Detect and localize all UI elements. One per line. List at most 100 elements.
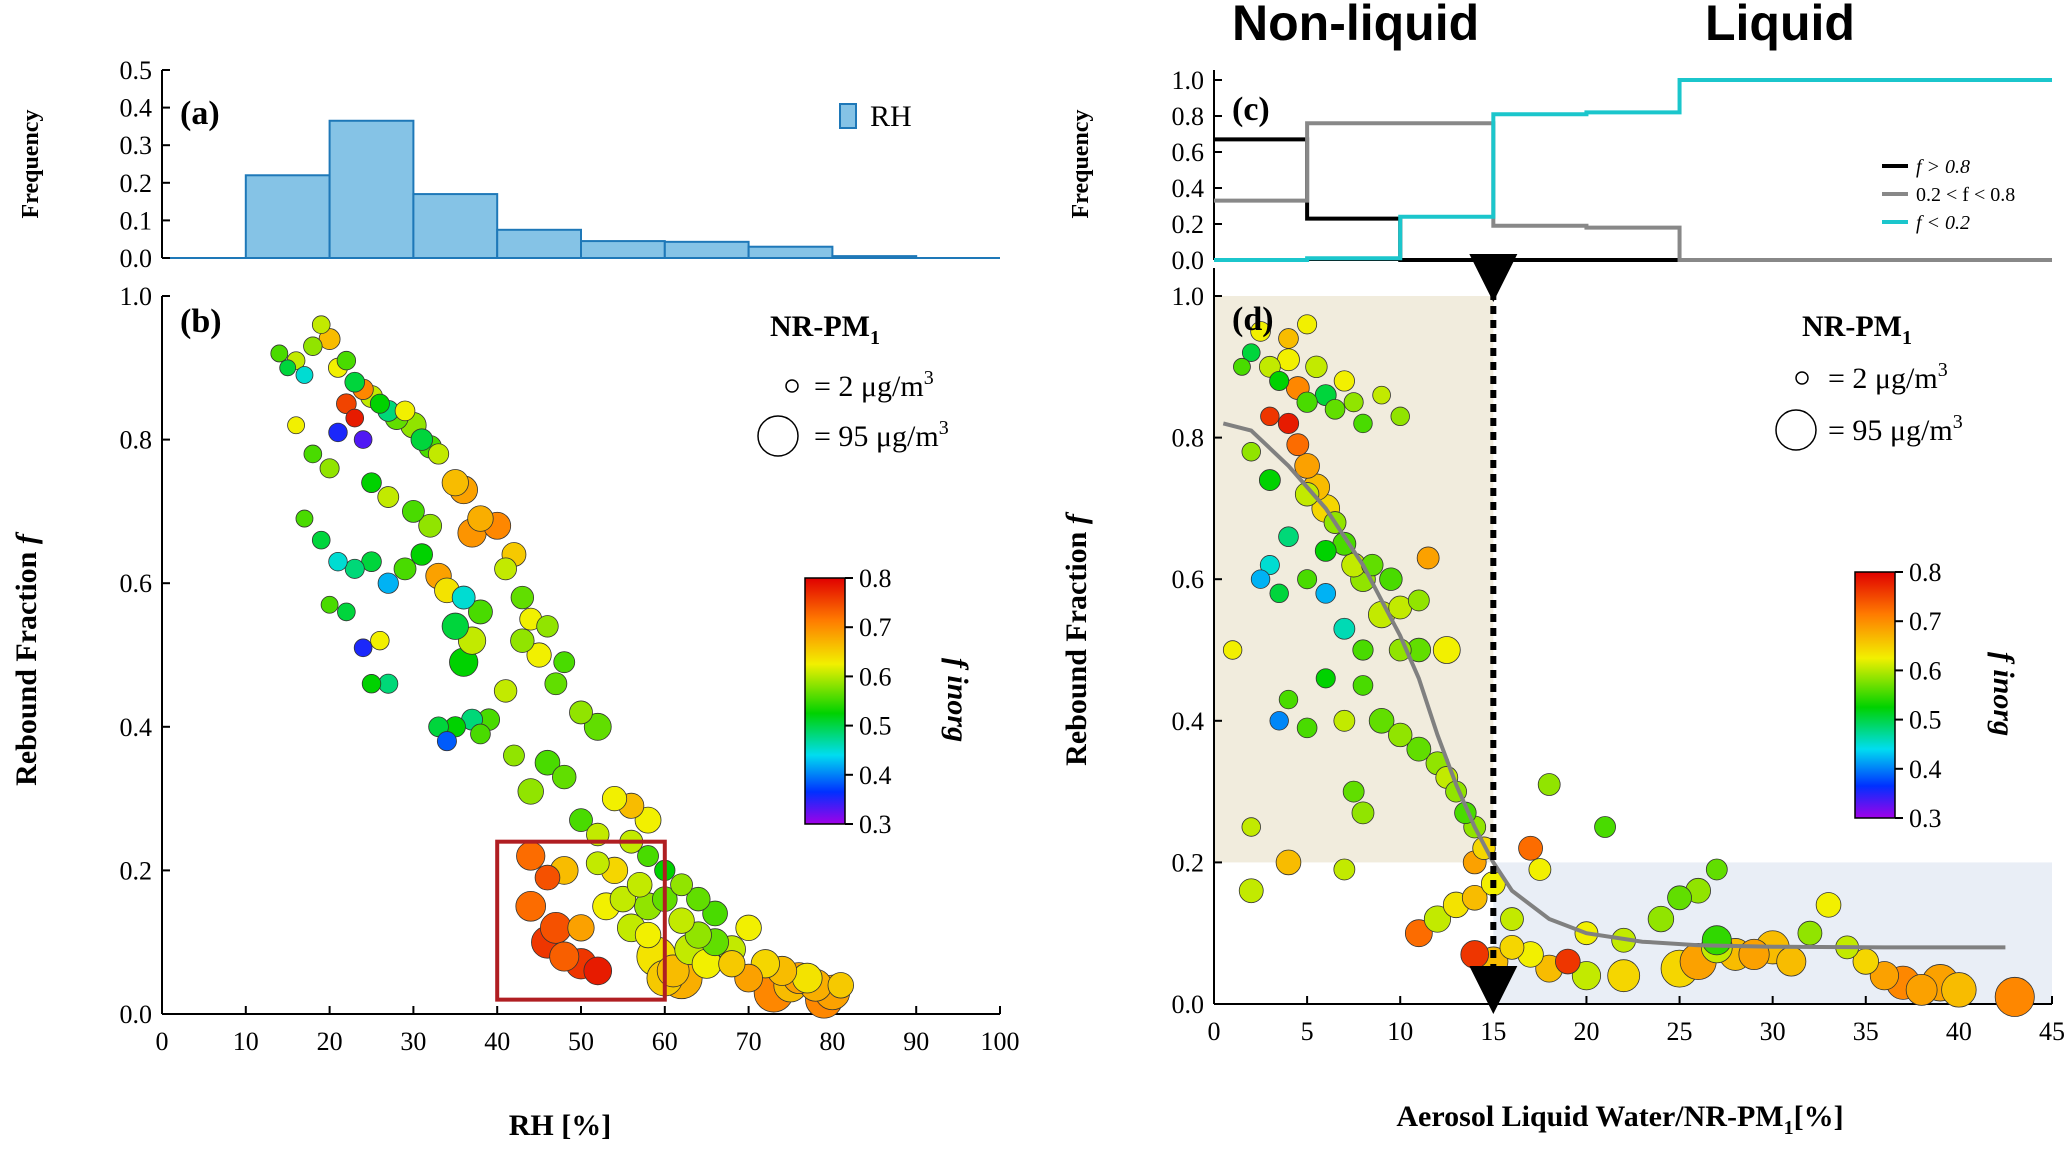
scatter-point: [441, 469, 469, 497]
scatter-point: [311, 315, 331, 335]
scatter-point: [1238, 878, 1264, 904]
scatter-point: [1297, 569, 1318, 590]
panel-d-label: (d): [1232, 301, 1274, 338]
scatter-point: [319, 458, 340, 479]
scatter-point: [1416, 546, 1440, 570]
colorbar-d-label: f inorg: [1987, 652, 2020, 736]
scatter-point: [1333, 858, 1356, 881]
scatter-point: [1250, 321, 1271, 342]
scatter-point: [609, 885, 637, 913]
scatter-point: [1869, 961, 1900, 991]
size-legend-d-title: NR-PM1: [1802, 310, 1912, 349]
scatter-point: [1432, 636, 1461, 664]
axis-d-xlabel: Aerosol Liquid Water/NR-PM1[%]: [1396, 1100, 1843, 1139]
scatter-point: [1797, 920, 1823, 946]
scatter-point: [1390, 406, 1410, 427]
axis-a-ylabel: Frequency: [18, 110, 44, 219]
scatter-point: [526, 642, 552, 668]
size-legend-b-large-label: = 95 μg/m3: [814, 417, 949, 453]
scatter-point: [303, 444, 323, 464]
colorbar-tick-label: 0.3: [1909, 804, 1942, 833]
colorbar-b-ticks: 0.8 0.7 0.6 0.5 0.4 0.3: [845, 564, 892, 839]
scatter-point: [1352, 675, 1374, 696]
x-tick-label: 20: [1573, 1017, 1599, 1046]
scatter-point: [328, 422, 348, 443]
hist-legend-swatch: [839, 103, 857, 129]
scatter-point: [791, 962, 823, 994]
scatter-point: [583, 712, 612, 741]
y-tick-label: 0.8: [1172, 424, 1205, 453]
colorbar-tick-label: 0.4: [1909, 755, 1942, 784]
scatter-point: [1352, 639, 1374, 661]
axis-d-xticks: 0 5 10 15 20 25 30 35 40 45: [1208, 996, 2065, 1046]
scatter-point: [1333, 370, 1355, 392]
colorbar-d-ticks: 0.8 0.7 0.6 0.5 0.4 0.3: [1895, 558, 1942, 833]
size-legend-b-small: [785, 379, 799, 393]
scatter-point: [827, 972, 854, 999]
scatter-point: [510, 628, 535, 653]
scatter-point: [668, 907, 695, 934]
panel-a: 0.0 0.1 0.2 0.3 0.4 0.5 (a) Frequency RH: [18, 56, 1000, 273]
scatter-point: [1278, 328, 1299, 349]
scatter-point: [1905, 973, 1938, 1006]
scatter-point: [377, 486, 400, 508]
legend-c-label-high: f > 0.8: [1916, 156, 1970, 178]
x-tick-label: 5: [1301, 1017, 1314, 1046]
scatter-point: [1277, 348, 1300, 372]
scatter-point: [1994, 976, 2035, 1017]
scatter-point: [634, 921, 662, 949]
size-legend-b-large: [757, 415, 799, 457]
scatter-point: [418, 513, 443, 538]
colorbar-tick-label: 0.8: [1909, 558, 1942, 587]
y-tick-label: 1.0: [1172, 282, 1205, 311]
scatter-point: [279, 359, 297, 377]
scatter-point: [361, 472, 382, 493]
x-tick-label: 70: [736, 1027, 762, 1056]
colorbar-b-label: f inorg: [941, 658, 974, 742]
y-tick-label: 0.3: [120, 131, 153, 160]
highlight-box: [495, 839, 667, 1002]
scatter-point: [1423, 905, 1452, 933]
scatter-point: [1241, 442, 1261, 462]
scatter-point: [503, 744, 525, 767]
scatter-point: [1259, 555, 1280, 576]
y-tick-label: 0.8: [1172, 102, 1205, 131]
histogram-bar: [747, 245, 834, 260]
scatter-point: [567, 914, 595, 942]
scatter-point: [270, 344, 289, 363]
x-tick-label: 50: [568, 1027, 594, 1056]
colorbar-tick-label: 0.7: [859, 613, 892, 642]
scatter-point: [1269, 583, 1289, 604]
colorbar-tick-label: 0.4: [859, 761, 892, 790]
x-tick-label: 25: [1667, 1017, 1693, 1046]
scatter-point: [515, 890, 547, 922]
scatter-point: [1738, 938, 1770, 971]
scatter-point: [1388, 722, 1413, 748]
scatter-point: [1296, 717, 1318, 739]
scatter-point: [1324, 398, 1346, 420]
scatter-point: [410, 428, 433, 451]
colorbar-tick-label: 0.5: [1909, 706, 1942, 735]
colorbar-tick-label: 0.6: [1909, 656, 1942, 685]
y-tick-label: 0.4: [1172, 174, 1205, 203]
y-tick-label: 0.4: [1172, 707, 1205, 736]
scatter-point: [1705, 858, 1728, 881]
x-tick-label: 0: [156, 1027, 169, 1056]
scatter-point: [1277, 412, 1300, 435]
scatter-point: [401, 499, 425, 523]
scatter-point: [1333, 617, 1356, 640]
histogram-bar: [412, 193, 499, 259]
x-tick-label: 100: [981, 1027, 1020, 1056]
y-tick-label: 0.8: [120, 426, 153, 455]
panel-c: 0.0 0.2 0.4 0.6 0.8 1.0 (c) Frequency f > 0.8…: [1068, 66, 2052, 275]
scatter-point: [370, 630, 390, 651]
axis-b-xticks: 0 10 20 30 40 50 60 70 80 90 100: [156, 1006, 1020, 1056]
colorbar-tick-label: 0.7: [1909, 607, 1942, 636]
y-tick-label: 0.0: [120, 1000, 153, 1029]
scatter-point: [1278, 689, 1299, 710]
panel-c-label: (c): [1232, 91, 1270, 128]
scatter-point: [718, 950, 746, 978]
x-tick-label: 80: [819, 1027, 845, 1056]
y-tick-label: 0.2: [120, 856, 153, 885]
scatter-point: [536, 615, 559, 638]
